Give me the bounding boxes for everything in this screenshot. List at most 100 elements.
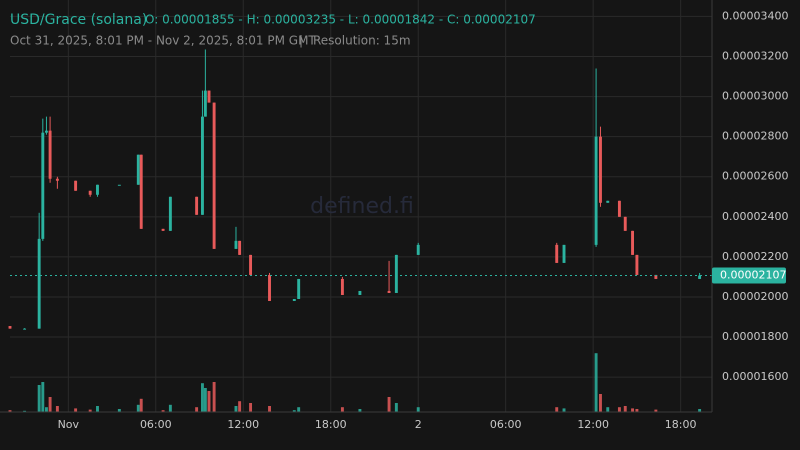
candle-body	[635, 254, 639, 275]
y-tick-label: 0.00003200	[722, 50, 788, 63]
y-tick-label: 0.00003400	[722, 9, 788, 22]
x-tick-label: 12:00	[227, 418, 259, 431]
candle-body	[117, 184, 121, 186]
volume-bar	[37, 385, 41, 412]
x-tick-label: 06:00	[490, 418, 522, 431]
volume-bar	[594, 353, 598, 412]
volume-bar	[416, 407, 420, 412]
candle-body	[55, 178, 59, 181]
candle-body	[168, 196, 172, 231]
volume-bar	[297, 407, 301, 412]
y-tick-label: 0.00002600	[722, 170, 788, 183]
volume-bar	[41, 382, 45, 412]
ohlc-text: O: 0.00001855 - H: 0.00003235 - L: 0.000…	[145, 13, 536, 27]
volume-bar	[44, 407, 48, 412]
volume-bar	[599, 394, 602, 412]
volume-bar	[96, 406, 99, 412]
y-tick-label: 0.00001800	[722, 330, 788, 343]
volume-bar	[23, 410, 27, 412]
volume-bar	[212, 382, 216, 412]
volume-bar	[88, 409, 92, 412]
candle-body	[606, 200, 610, 203]
volume-bar	[387, 397, 391, 412]
last-price-label: 0.00002107	[720, 269, 786, 282]
volume-bar	[55, 406, 59, 412]
volume-bar	[555, 407, 559, 412]
volume-bar	[631, 408, 634, 412]
candle-body	[161, 228, 165, 231]
candle-body	[238, 240, 242, 255]
candle-body	[234, 240, 238, 249]
x-tick-label: 18:00	[665, 418, 697, 431]
candle-body	[200, 116, 204, 215]
candle-body	[623, 216, 627, 231]
volume-bar	[74, 408, 78, 412]
candle-body	[41, 132, 45, 239]
volume-bar	[238, 401, 242, 412]
volume-bar	[606, 407, 610, 412]
x-tick-label: Nov	[58, 418, 80, 431]
volume-bar	[562, 408, 566, 412]
candle-body	[203, 90, 207, 117]
candle-body	[23, 328, 27, 330]
y-tick-label: 0.00002000	[722, 290, 788, 303]
candle-body	[139, 154, 143, 229]
volume-bar	[340, 407, 344, 412]
volume-bar	[623, 406, 627, 412]
candle-body	[416, 244, 420, 255]
candle-body	[599, 136, 602, 203]
candle-body	[268, 274, 271, 301]
marks	[8, 49, 712, 412]
last-price-tag	[712, 267, 786, 284]
candle-body	[207, 90, 211, 103]
y-tick-label: 0.00002200	[722, 250, 788, 263]
volume-bar	[200, 383, 204, 412]
volume-bar	[168, 404, 172, 412]
candle-body	[617, 200, 621, 217]
candle-body	[8, 326, 12, 329]
separator: |	[299, 34, 303, 48]
volume-bar	[292, 410, 296, 412]
volume-bar	[654, 409, 658, 412]
y-tick-label: 0.00003000	[722, 90, 788, 103]
watermark: defined.fi	[310, 194, 414, 219]
subtitle: Oct 31, 2025, 8:01 PM - Nov 2, 2025, 8:0…	[10, 34, 316, 48]
volume-bar	[268, 406, 271, 412]
candle-body	[44, 130, 48, 133]
candle-body	[96, 184, 99, 195]
volume-bar	[617, 407, 621, 412]
candle-body	[631, 230, 634, 255]
volume-bar	[635, 409, 639, 412]
candle-body	[654, 274, 658, 279]
grid	[10, 0, 712, 412]
x-tick-label: 12:00	[577, 418, 609, 431]
candle-body	[37, 238, 41, 329]
resolution: Resolution: 15m	[313, 34, 411, 48]
candle-body	[195, 196, 199, 215]
volume-bar	[139, 398, 143, 412]
y-tick-label: 0.00002400	[722, 210, 788, 223]
x-tick-label: 18:00	[315, 418, 347, 431]
x-tick-label: 2	[415, 418, 422, 431]
volume-bar	[234, 406, 238, 412]
x-tick-label: 06:00	[140, 418, 172, 431]
candle-body	[136, 154, 140, 185]
candle-body	[698, 275, 702, 279]
volume-bar	[207, 391, 211, 412]
volume-bar	[698, 409, 702, 412]
candle-body	[594, 136, 598, 245]
volume-bar	[394, 403, 398, 412]
chart-title: USD/Grace (solana)	[10, 12, 147, 28]
volume-bar	[136, 404, 140, 412]
volume-bar	[117, 409, 121, 412]
candle-body	[88, 190, 92, 195]
candle-body	[297, 278, 301, 299]
candle-body	[387, 290, 391, 293]
candle-body	[74, 180, 78, 191]
candle-body	[292, 298, 296, 301]
candle-body	[48, 130, 52, 179]
volume-bar	[203, 388, 207, 412]
candle-body	[394, 254, 398, 293]
